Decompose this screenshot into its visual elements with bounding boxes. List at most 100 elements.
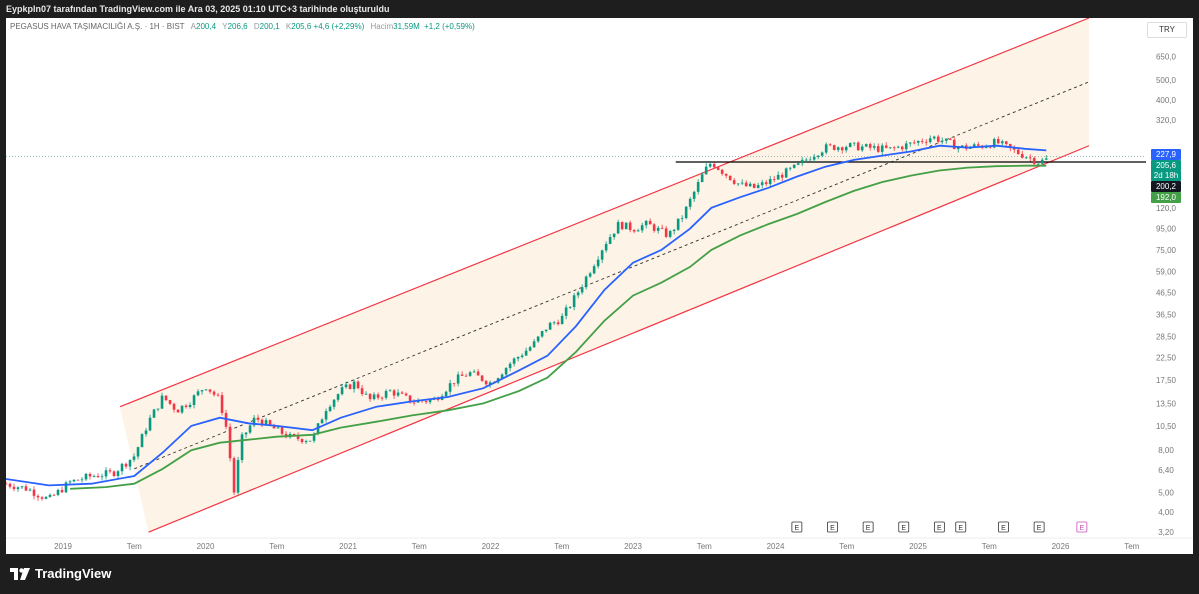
candle-body (740, 182, 744, 184)
channel-middle-line (134, 81, 1090, 470)
chart-plot[interactable]: EEEEEEEEE850,0650,0500,0400,0320,0120,09… (6, 18, 1193, 554)
candle-body (192, 395, 196, 406)
candle-body (572, 295, 576, 308)
candle-body (428, 399, 432, 403)
y-tick-label: 95,00 (1156, 225, 1177, 234)
candle-body (36, 495, 40, 498)
candle-body (532, 341, 536, 348)
candle-body (144, 430, 148, 435)
candle-body (248, 425, 252, 433)
candle-body (624, 222, 628, 230)
candle-body (836, 147, 840, 150)
candle-body (60, 489, 64, 493)
candle-body (920, 140, 924, 142)
earnings-marker-icon (998, 521, 1009, 533)
candle-body (52, 494, 56, 496)
candle-body (988, 146, 992, 148)
candle-body (840, 147, 844, 151)
earnings-marker-icon (1076, 521, 1088, 533)
candle-body (768, 179, 772, 185)
candle-body (352, 381, 356, 390)
candle-body (100, 476, 104, 478)
candle-body (816, 155, 820, 157)
candle-body (1036, 163, 1040, 165)
candle-body (152, 409, 156, 418)
candle-body (976, 144, 980, 146)
candle-body (524, 350, 528, 356)
candle-body (464, 375, 468, 377)
y-tick-label: 10,50 (1156, 422, 1177, 431)
candle-body (348, 384, 352, 390)
y-tick-label: 59,00 (1156, 267, 1177, 276)
candle-body (6, 483, 8, 485)
candle-body (876, 146, 880, 152)
candle-body (68, 481, 72, 483)
x-tick-label: 2021 (339, 542, 357, 551)
candle-body (124, 463, 128, 467)
x-tick-label: Tem (982, 542, 997, 551)
x-tick-label: Tem (269, 542, 284, 551)
candle-body (804, 159, 808, 161)
candle-body (196, 391, 200, 396)
legend-high-label: Y (222, 22, 228, 31)
price-badge (1151, 170, 1181, 181)
price-badge (1151, 160, 1181, 171)
candle-body (408, 395, 412, 403)
x-tick-label: 2019 (54, 542, 72, 551)
candle-body (156, 408, 160, 410)
earnings-marker-label: E (795, 525, 800, 532)
earnings-marker-icon (827, 521, 838, 533)
earnings-marker-icon (791, 521, 803, 533)
currency-badge[interactable]: TRY (1147, 22, 1187, 38)
candle-body (80, 479, 84, 481)
candle-body (476, 371, 480, 376)
candle-body (544, 329, 548, 332)
y-tick-label: 22,50 (1156, 354, 1177, 363)
candle-body (912, 142, 916, 144)
candle-body (324, 411, 328, 420)
legend-volume-label: Hacim (370, 22, 394, 31)
candle-body (700, 174, 704, 183)
candle-body (780, 174, 784, 178)
candle-body (112, 471, 116, 477)
candle-body (512, 358, 516, 364)
price-badge (1151, 181, 1181, 192)
tradingview-brand[interactable]: TradingView (10, 566, 111, 581)
candle-body (508, 363, 512, 369)
chart-frame[interactable]: EEEEEEEEE850,0650,0500,0400,0320,0120,09… (6, 18, 1193, 554)
y-tick-label: 400,0 (1156, 96, 1177, 105)
candle-body (536, 336, 540, 342)
x-tick-label: Tem (1124, 542, 1139, 551)
candle-body (40, 497, 44, 499)
candle-body (1008, 143, 1012, 148)
candle-body (832, 145, 836, 150)
candle-body (20, 486, 24, 488)
candle-body (672, 229, 676, 232)
x-tick-label: 2025 (909, 542, 927, 551)
earnings-marker-icon (955, 521, 967, 533)
candle-body (184, 405, 188, 408)
candle-body (176, 409, 180, 413)
candle-body (252, 417, 256, 426)
candle-body (404, 393, 408, 396)
candle-body (1000, 141, 1004, 144)
earnings-marker-label: E (958, 525, 963, 532)
candle-body (712, 163, 716, 168)
y-tick-label: 5,00 (1158, 488, 1174, 497)
legend-volume: 31,59M (393, 22, 420, 31)
candle-body (272, 424, 276, 429)
candle-body (904, 143, 908, 150)
candle-body (224, 412, 228, 427)
candle-body (880, 145, 884, 152)
candle-body (548, 322, 552, 330)
x-tick-label: Tem (697, 542, 712, 551)
candle-body (380, 397, 384, 399)
y-tick-label: 6,40 (1158, 466, 1174, 475)
candle-body (56, 489, 60, 496)
candle-body (716, 167, 720, 170)
candle-body (116, 471, 120, 477)
candle-body (736, 183, 740, 185)
candle-body (136, 447, 140, 457)
candle-body (1028, 157, 1032, 159)
candle-body (568, 307, 572, 308)
